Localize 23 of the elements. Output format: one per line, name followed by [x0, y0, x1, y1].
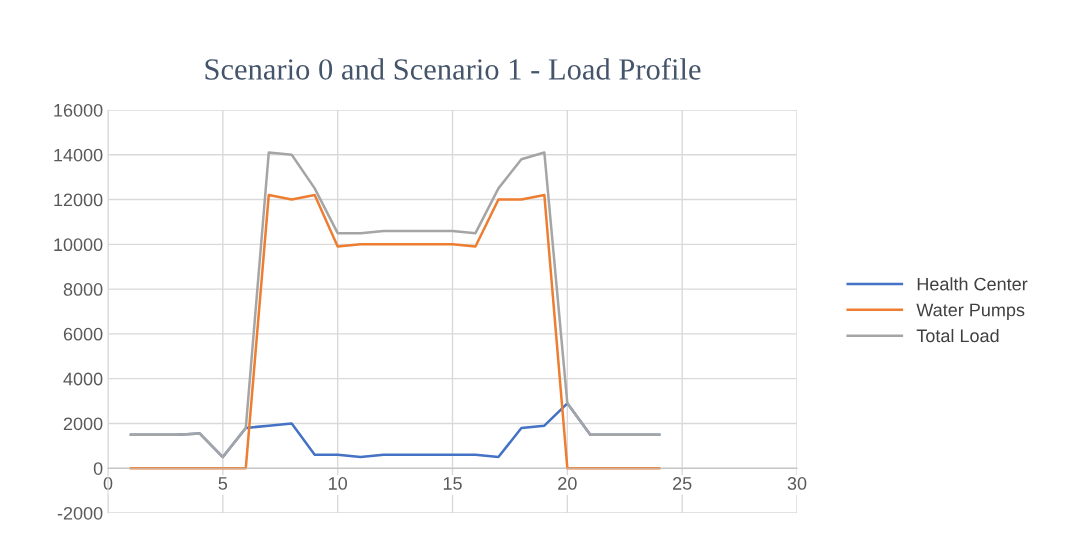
y-tick-label: 12000	[54, 193, 103, 207]
x-tick-label: 25	[673, 477, 692, 490]
x-tick-label: 30	[787, 477, 807, 490]
x-tick-label: 5	[218, 477, 228, 490]
y-tick-label: -2000	[57, 506, 103, 520]
y-tick-label: 2000	[63, 417, 103, 431]
y-tick-label: 10000	[54, 238, 103, 252]
x-tick-label: 20	[558, 477, 577, 490]
y-tick-label: 4000	[63, 372, 103, 386]
x-tick-label: 15	[443, 477, 462, 490]
y-tick-label: 8000	[63, 283, 103, 296]
line-series	[129, 193, 661, 470]
legend-label: Health Center	[917, 277, 1028, 291]
y-tick-label: 0	[93, 462, 103, 475]
x-tick-label: 10	[329, 477, 347, 490]
y-tick-label: 14000	[54, 148, 103, 162]
legend-label: Total Load	[916, 328, 999, 343]
y-tick-label: 16000	[54, 103, 103, 117]
legend-label: Water Pumps	[916, 303, 1025, 320]
chart-title: Scenario 0 and Scenario 1 - Load Profile	[205, 57, 701, 80]
line-series	[129, 151, 661, 459]
x-tick-label: 0	[103, 477, 113, 490]
y-tick-label: 6000	[63, 327, 103, 341]
